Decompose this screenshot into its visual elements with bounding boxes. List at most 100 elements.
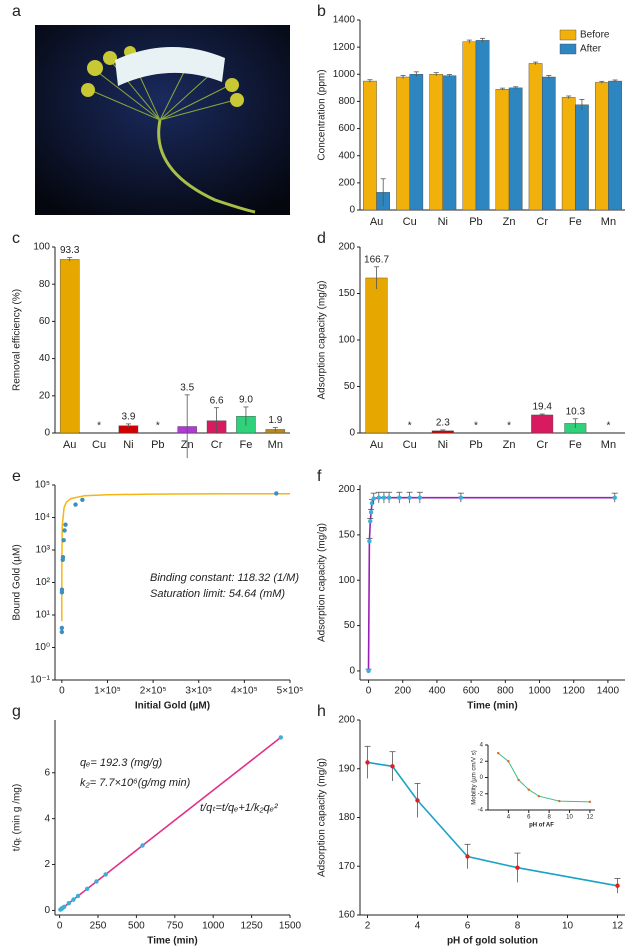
- point: [59, 625, 65, 631]
- x-tick-label: Mn: [268, 439, 283, 451]
- x-tick-label: 10: [566, 815, 573, 821]
- legend-label: Before: [580, 30, 610, 41]
- x-tick-label: 8: [547, 815, 551, 821]
- y-tick-label: 6: [44, 767, 50, 778]
- photo: [35, 25, 290, 215]
- point: [612, 495, 617, 500]
- x-tick-label: Cr: [536, 216, 548, 228]
- legend-swatch: [559, 43, 577, 55]
- x-tick-label: 4: [507, 815, 511, 821]
- bar: [442, 75, 457, 211]
- point: [367, 539, 372, 544]
- bar: [531, 414, 554, 434]
- value-label: 3.9: [121, 412, 135, 423]
- value-label: *: [474, 421, 478, 432]
- inset-background: [463, 740, 600, 830]
- y-tick-label: 160: [338, 910, 355, 921]
- bar: [608, 80, 622, 211]
- x-tick-label: 750: [166, 921, 183, 932]
- y-tick-label: 10²: [36, 577, 51, 588]
- x-tick-label: 1500: [279, 921, 302, 932]
- x-tick-label: Mn: [601, 439, 616, 451]
- annotation: t/qₜ=t/qₑ+1/k₂qₑ²: [200, 802, 278, 814]
- x-tick-label: 1000: [202, 921, 225, 932]
- y-tick-label: 2: [44, 859, 50, 870]
- bar: [59, 259, 80, 434]
- y-tick-label: 1400: [333, 15, 356, 26]
- point: [417, 495, 423, 500]
- point: [62, 528, 67, 533]
- point: [60, 555, 66, 560]
- x-tick-label: Zn: [503, 216, 516, 228]
- point: [369, 500, 375, 506]
- annotation: qₑ= 192.3 (mg/g): [80, 757, 163, 769]
- x-tick-label: 1×10⁵: [94, 686, 121, 697]
- point: [368, 519, 373, 524]
- legend-label: After: [580, 44, 602, 55]
- point: [103, 872, 108, 877]
- panel-label: e: [12, 468, 21, 485]
- point: [278, 735, 283, 740]
- fit-line: [61, 493, 290, 622]
- x-tick-label: Ni: [438, 216, 448, 228]
- y-tick-label: 20: [39, 390, 51, 401]
- y-axis-label: Removal efficiency (%): [12, 289, 23, 391]
- x-tick-label: 1000: [528, 686, 551, 697]
- x-tick-label: Au: [370, 439, 383, 451]
- y-tick-label: 0: [44, 905, 50, 916]
- bar: [508, 87, 523, 211]
- point: [59, 629, 65, 635]
- x-tick-label: Fe: [569, 216, 582, 228]
- point: [527, 788, 530, 791]
- y-axis-label: Adsorption capacity (mg/g): [317, 758, 328, 877]
- annotation: k₂= 7.7×10⁶(g/mg min): [80, 777, 191, 789]
- y-tick-label: 10⁰: [35, 642, 50, 653]
- x-tick-label: 1250: [240, 921, 263, 932]
- x-tick-label: 2×10⁵: [140, 686, 167, 697]
- panel-label: f: [317, 468, 322, 485]
- point: [558, 799, 561, 803]
- x-tick-label: Cu: [403, 216, 417, 228]
- point: [63, 522, 68, 527]
- point: [381, 495, 387, 500]
- point: [517, 778, 520, 782]
- y-tick-label: 100: [338, 575, 355, 586]
- x-tick-label: Ni: [438, 439, 448, 451]
- y-tick-label: 10¹: [36, 610, 51, 621]
- y-tick-label: 200: [338, 715, 355, 726]
- point: [80, 497, 85, 503]
- y-axis-label: Adsorption capacity (mg/g): [317, 523, 328, 642]
- y-tick-label: 200: [338, 177, 355, 188]
- point: [415, 798, 420, 803]
- point: [371, 496, 376, 501]
- y-tick-label: 150: [338, 288, 355, 299]
- x-tick-label: 10: [562, 921, 574, 932]
- x-tick-label: Fe: [569, 439, 582, 451]
- point: [71, 897, 76, 902]
- x-tick-label: 12: [587, 815, 594, 821]
- point: [94, 879, 99, 884]
- y-tick-label: 50: [344, 620, 356, 631]
- x-tick-label: 250: [90, 921, 107, 932]
- panel-label: c: [12, 230, 20, 247]
- y-tick-label: 0: [349, 205, 355, 216]
- x-axis-label: Time (min): [467, 701, 517, 712]
- point: [515, 865, 520, 870]
- value-label: *: [606, 421, 610, 432]
- bar: [429, 74, 444, 211]
- y-tick-label: 60: [39, 316, 51, 327]
- x-tick-label: Cr: [211, 439, 223, 451]
- x-tick-label: 600: [463, 686, 480, 697]
- point: [507, 760, 510, 763]
- y-tick-label: 1000: [333, 69, 356, 80]
- panel-label: d: [317, 230, 326, 247]
- value-label: 6.6: [210, 395, 224, 406]
- y-tick-label: 0: [44, 428, 50, 439]
- x-tick-label: Mn: [601, 216, 616, 228]
- y-axis-label: Concentration (ppm): [317, 69, 328, 160]
- y-tick-label: 4: [44, 813, 50, 824]
- y-tick-label: 10⁻¹: [30, 675, 50, 686]
- point: [458, 495, 464, 500]
- y-tick-label: 200: [338, 242, 355, 253]
